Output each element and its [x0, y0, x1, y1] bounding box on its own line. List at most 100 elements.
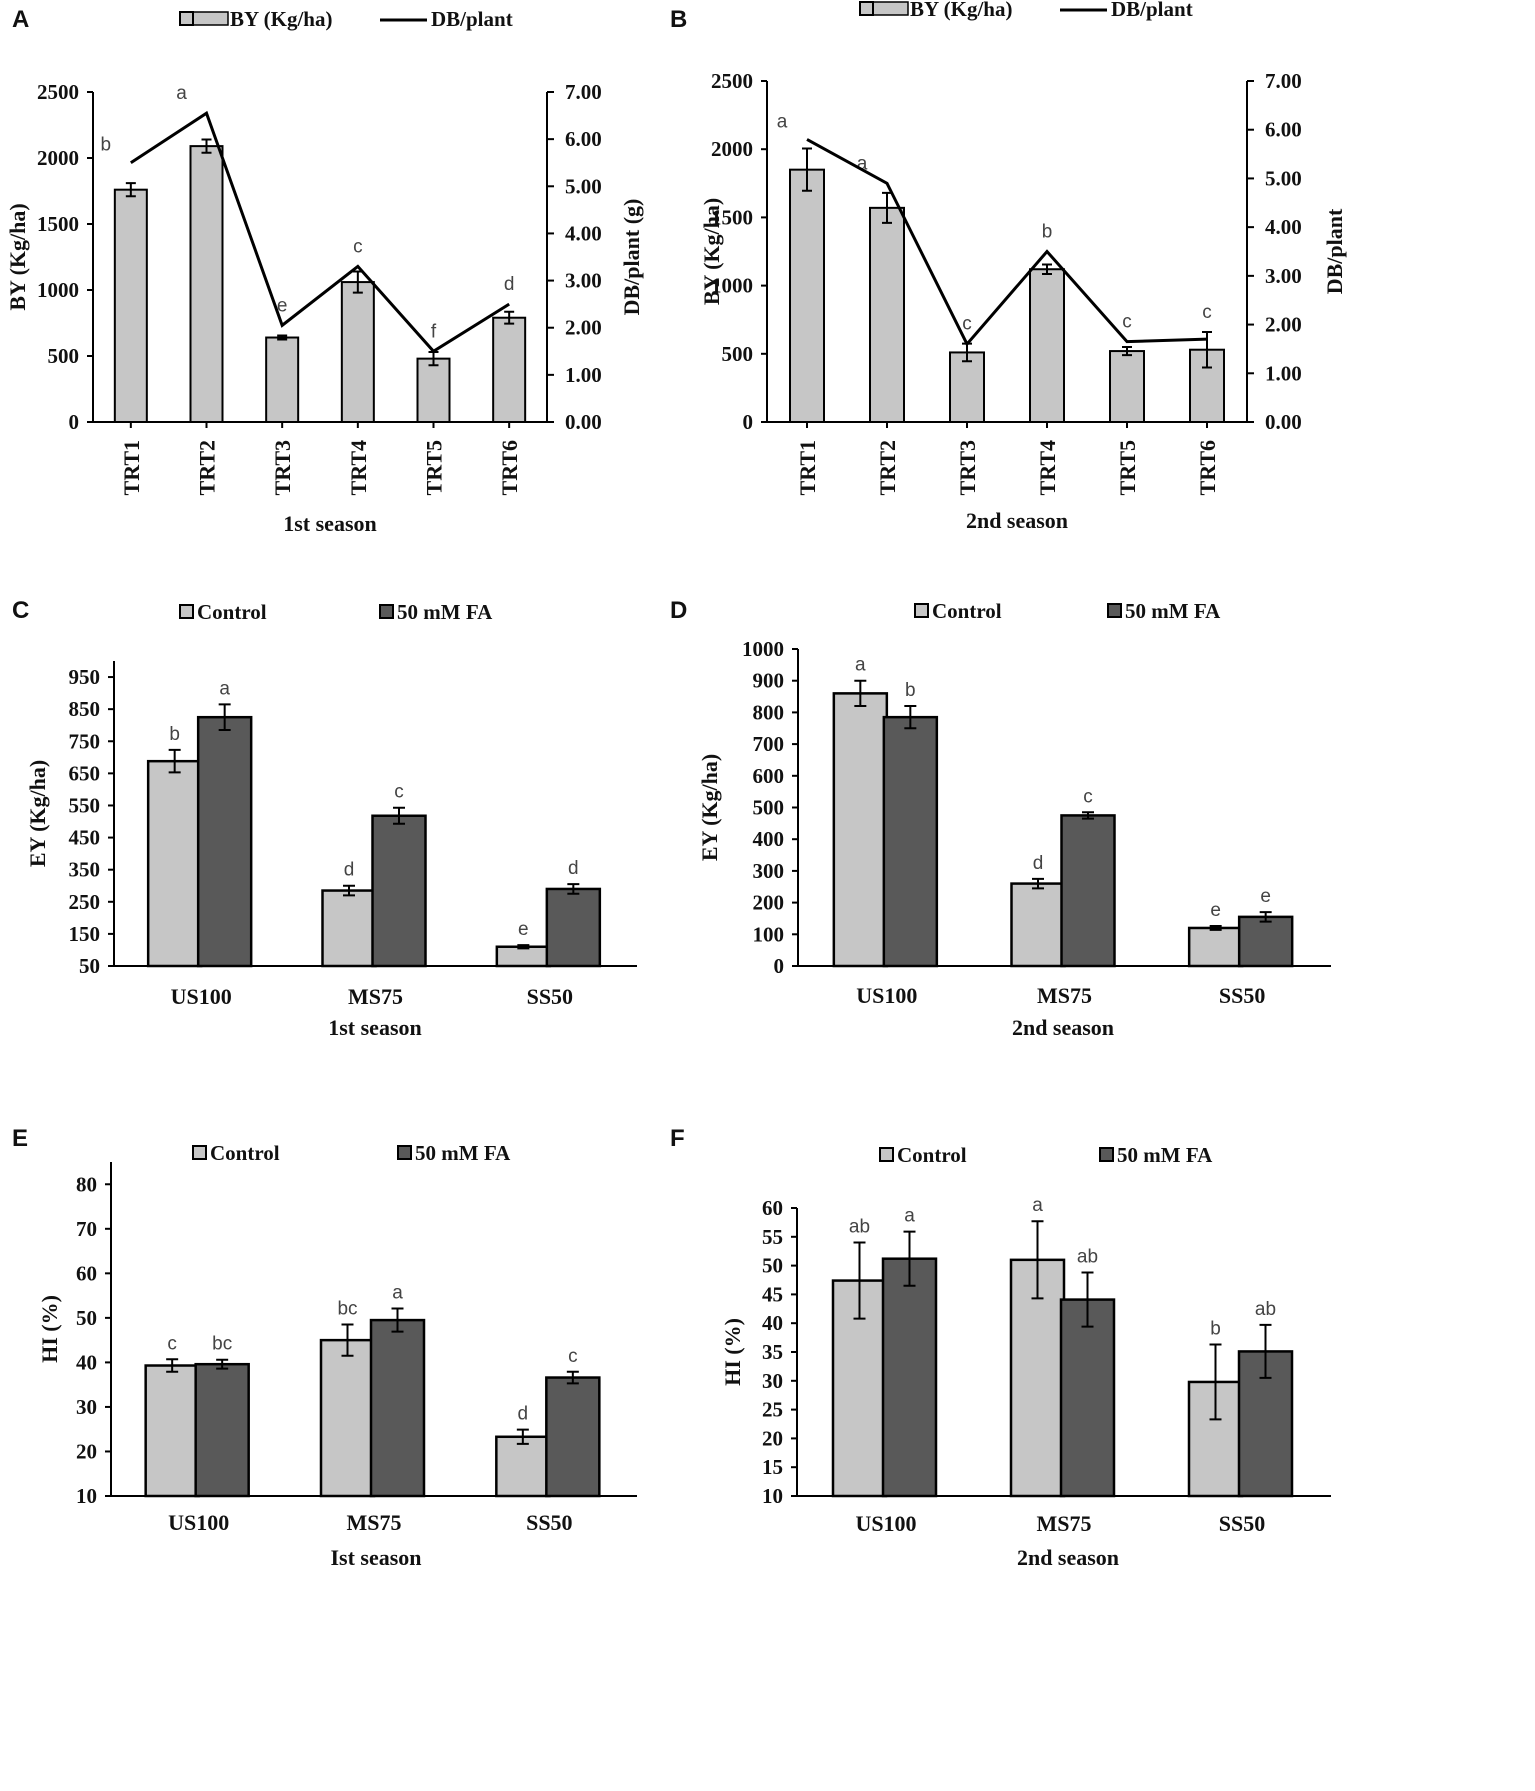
significance-letter: a [904, 1206, 915, 1227]
bar-trt4 [340, 281, 375, 423]
y2-tick-label: 0.00 [1265, 410, 1302, 434]
y-tick-label: 1000 [37, 278, 79, 302]
category-label: US100 [168, 1510, 229, 1535]
y-tick-label: 60 [76, 1261, 97, 1285]
legend-label-fa: 50 mM FA [1125, 599, 1221, 623]
y-tick-label: 15 [762, 1455, 783, 1479]
panel-f: F 10 15 20 25 30 35 40 45 50 55 60 HI (%) 2nd season a… [670, 1125, 1331, 1570]
panel-letter: F [670, 1125, 685, 1152]
error-bar [393, 806, 405, 825]
bar-trt1 [113, 188, 148, 423]
panel-letter: E [12, 1125, 28, 1152]
panel-letter: C [12, 597, 29, 624]
significance-letter: c [167, 1333, 177, 1354]
bar-control-ss50 [495, 945, 552, 968]
y-tick-label: 2000 [711, 137, 753, 161]
bar-trt3 [265, 336, 300, 423]
significance-letter: e [277, 295, 288, 316]
error-bar [125, 182, 136, 198]
bar-fa-us100 [882, 715, 939, 968]
y2-tick-label: 1.00 [1265, 361, 1302, 385]
y2-tick-label: 7.00 [1265, 69, 1302, 93]
category-label: TRT2 [195, 440, 220, 495]
y2-tick-label: 5.00 [565, 174, 602, 198]
bar-fa-ss50 [545, 1376, 601, 1498]
line-db-plant [806, 138, 1208, 347]
bar-fa-ms75 [369, 1318, 426, 1498]
y2-tick-label: 4.00 [565, 221, 602, 245]
error-bar [517, 944, 530, 950]
legend-swatch-control [179, 604, 194, 619]
y2-tick-label: 7.00 [565, 80, 602, 104]
error-bar [1031, 1220, 1044, 1300]
legend-label-control: Control [210, 1141, 280, 1165]
bar-control-ms75 [1010, 882, 1066, 968]
y-tick-label: 450 [69, 826, 101, 850]
error-bar [802, 147, 812, 192]
error-bar [343, 884, 355, 897]
legend-swatch-control [879, 1147, 894, 1162]
legend-label-control: Control [897, 1143, 967, 1167]
panel-letter: B [670, 6, 687, 33]
category-label: US100 [171, 984, 232, 1009]
legend-swatch-by [179, 11, 194, 26]
y-tick-label: 750 [69, 729, 101, 753]
significance-letter: b [905, 680, 916, 701]
category-label: TRT3 [270, 440, 295, 495]
significance-letter: b [1042, 222, 1053, 243]
legend-swatch-fa [379, 604, 394, 619]
significance-letter: b [169, 724, 180, 745]
y2-tick-label: 2.00 [565, 316, 602, 340]
y-tick-label: 60 [762, 1196, 783, 1220]
y-tick-label: 50 [79, 954, 100, 978]
legend-label-fa: 50 mM FA [415, 1141, 511, 1165]
y-tick-label: 10 [762, 1484, 783, 1508]
y-tick-label: 25 [762, 1398, 783, 1422]
y2-tick-label: 4.00 [1265, 215, 1302, 239]
error-bar [1209, 925, 1222, 931]
legend-swatch-by [859, 1, 874, 16]
significance-letter: c [962, 314, 972, 335]
error-bar [1202, 330, 1212, 369]
category-label: MS75 [1037, 1511, 1092, 1536]
significance-letter: ab [1255, 1299, 1276, 1320]
panel-b: B 0 500 1000 1500 2000 2500 BY (Kg/ha) 2nd seaso… [670, 0, 1347, 533]
y-tick-label: 350 [69, 858, 101, 882]
error-bar [391, 1307, 404, 1333]
bar-fa-us100 [196, 715, 253, 968]
y-tick-label: 1000 [742, 637, 784, 661]
significance-letter: d [1033, 853, 1044, 874]
significance-letter: e [1210, 900, 1221, 921]
y-tick-label: 30 [76, 1395, 97, 1419]
category-label: TRT6 [1195, 440, 1220, 495]
y-tick-label: 50 [76, 1306, 97, 1330]
category-label: TRT4 [1035, 440, 1060, 495]
error-bar [341, 1323, 354, 1357]
y-tick-label: 10 [76, 1484, 97, 1508]
error-bar [218, 703, 231, 732]
error-bar [168, 748, 181, 774]
category-label: SS50 [526, 1510, 572, 1535]
significance-letter: c [568, 1346, 578, 1367]
bar-control-us100 [144, 1364, 200, 1498]
bar-control-us100 [146, 759, 203, 968]
y-tick-label: 850 [69, 697, 101, 721]
error-bar [1082, 811, 1094, 820]
legend-label-db: DB/plant [431, 7, 513, 31]
y2-tick-label: 2.00 [1265, 313, 1302, 337]
significance-letter: a [855, 655, 866, 676]
error-bar [854, 679, 867, 708]
bar-trt5 [416, 357, 451, 424]
significance-letter: a [392, 1283, 403, 1304]
y-tick-label: 1500 [37, 212, 79, 236]
error-bar [1259, 1323, 1272, 1379]
panel-letter: D [670, 597, 687, 624]
y2-tick-label: 5.00 [1265, 166, 1302, 190]
error-bar [1122, 345, 1132, 357]
significance-letter: a [777, 111, 788, 132]
category-label: TRT2 [875, 440, 900, 495]
y2-tick-label: 1.00 [565, 363, 602, 387]
bar-trt2 [189, 145, 224, 423]
significance-letter: c [1202, 302, 1212, 323]
significance-letter: e [1260, 886, 1271, 907]
